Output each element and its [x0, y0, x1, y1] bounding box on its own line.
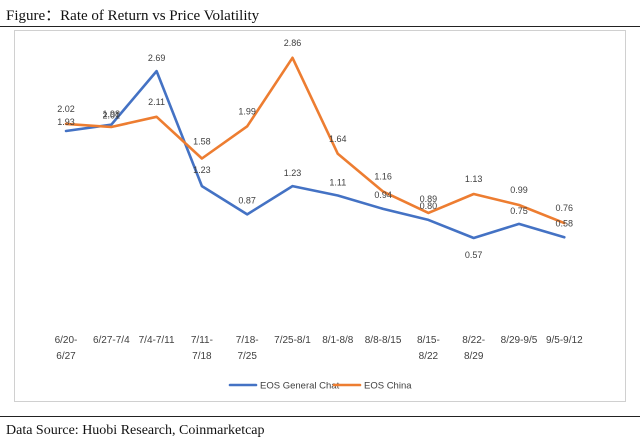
data-label: 0.87	[238, 195, 256, 205]
data-label: 1.93	[57, 117, 75, 127]
data-label: 1.58	[193, 137, 211, 147]
x-tick-label: 8/29-9/5	[501, 335, 538, 346]
x-tick-label: 7/25-8/1	[274, 335, 311, 346]
data-label: 0.76	[556, 203, 574, 213]
x-tick-label: 7/18-7/25	[236, 335, 259, 362]
x-tick-label: 8/1-8/8	[322, 335, 354, 346]
figure-title: Figure：Rate of Return vs Price Volatilit…	[6, 8, 260, 24]
line-chart: 1.93 2.01 2.69 1.23 0.87 1.23 1.11 0.94 0.80 0.57…	[55, 38, 583, 392]
legend-label: EOS General Chat	[260, 381, 340, 392]
data-label: 1.23	[284, 168, 302, 178]
series-line-general-chat	[64, 69, 566, 240]
data-label: 2.69	[148, 53, 166, 63]
data-label: 2.11	[148, 97, 165, 107]
chart-frame: 1.93 2.01 2.69 1.23 0.87 1.23 1.11 0.94 0.80 0.57…	[14, 30, 626, 402]
data-label: 1.23	[193, 165, 211, 175]
data-label: 0.75	[510, 206, 528, 216]
x-tick-label: 8/22-8/29	[462, 335, 485, 362]
legend-item: EOS China	[332, 381, 412, 392]
x-tick-label: 6/27-7/4	[93, 335, 130, 346]
data-label: 0.89	[420, 194, 438, 204]
data-label: 1.99	[238, 106, 256, 116]
x-tick-label: 7/4-7/11	[139, 335, 175, 346]
data-label: 2.01	[103, 111, 121, 121]
data-label: 2.02	[57, 104, 75, 114]
x-tick-label: 8/8-8/15	[365, 335, 402, 346]
data-source: Data Source: Huobi Research, Coinmarketc…	[6, 423, 265, 438]
bottom-rule	[0, 416, 640, 417]
x-tick-label: 7/11-7/18	[191, 335, 213, 362]
legend-item: EOS General Chat	[228, 381, 340, 392]
data-label: 2.86	[284, 38, 302, 48]
data-label: 1.16	[374, 172, 392, 182]
data-label: 0.80	[420, 201, 438, 211]
data-label: 0.94	[374, 190, 392, 200]
x-tick-label: 8/15-8/22	[417, 335, 440, 362]
data-label: 0.57	[465, 250, 483, 260]
data-label: 1.98	[103, 109, 121, 119]
top-rule	[0, 26, 640, 27]
legend-label: EOS China	[364, 381, 412, 392]
data-label: 0.99	[510, 185, 528, 195]
data-label: 1.13	[465, 174, 483, 184]
data-label: 0.58	[556, 218, 574, 228]
data-label: 1.64	[329, 134, 347, 144]
x-tick-label: 9/5-9/12	[546, 335, 583, 346]
data-label: 1.11	[329, 178, 346, 188]
series-line-china	[64, 56, 566, 225]
x-tick-label: 6/20-6/27	[55, 335, 78, 362]
